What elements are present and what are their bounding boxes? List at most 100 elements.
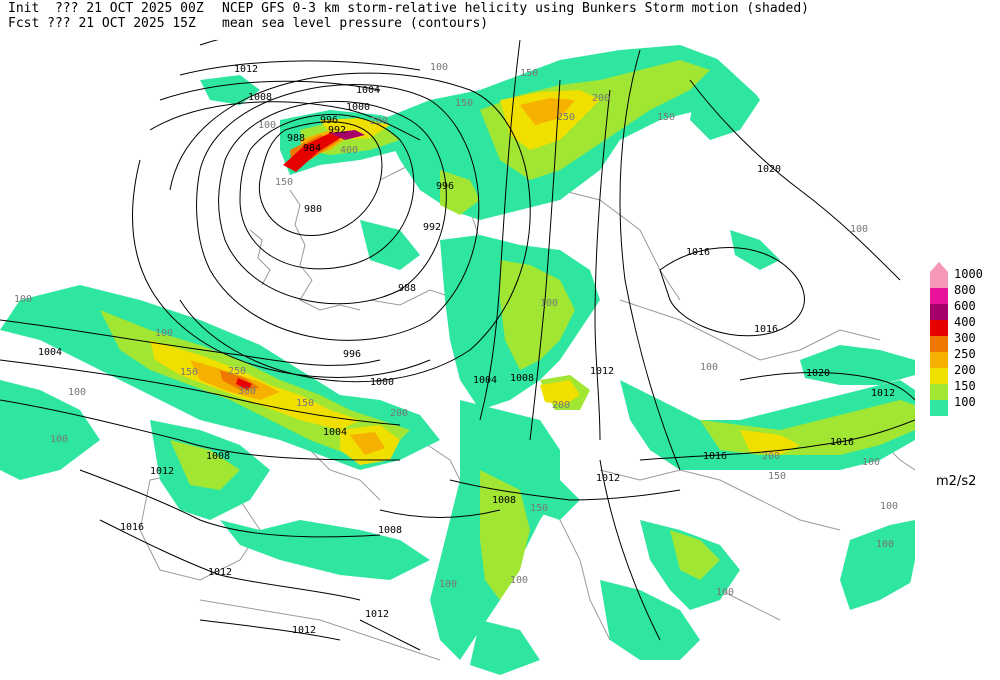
isobar-label: 1008 — [248, 92, 272, 103]
srh-label: 100 — [510, 575, 528, 586]
isobar-label: 1016 — [120, 522, 144, 533]
isobar-label: 1016 — [686, 247, 710, 258]
legend-swatch — [930, 368, 948, 384]
isobar-label: 1016 — [754, 324, 778, 335]
srh-label: 100 — [862, 457, 880, 468]
isobar-label: 1000 — [370, 377, 394, 388]
legend-row: 150 — [930, 380, 1000, 400]
legend-units: m2/s2 — [936, 474, 977, 489]
srh-label: 150 — [455, 98, 473, 109]
legend-swatch — [930, 400, 948, 416]
srh-label: 200 — [592, 93, 610, 104]
isobar-label: 984 — [303, 143, 321, 154]
isobar-label: 1012 — [208, 567, 232, 578]
legend-label: 300 — [954, 331, 976, 345]
srh-label: 200 — [390, 408, 408, 419]
legend-label: 250 — [954, 347, 976, 361]
srh-label: 100 — [850, 224, 868, 235]
isobar-label: 1004 — [356, 85, 380, 96]
srh-label: 150 — [180, 367, 198, 378]
plot-subtitle: mean sea level pressure (contours) — [222, 16, 489, 31]
srh-shading-400 — [236, 133, 345, 390]
isobar-label: 996 — [320, 115, 338, 126]
isobar-label: 1004 — [38, 347, 62, 358]
srh-label: 100 — [876, 539, 894, 550]
isobar-label: 1020 — [757, 164, 781, 175]
srh-label: 100 — [880, 501, 898, 512]
legend-label: 100 — [954, 395, 976, 409]
isobar-label: 988 — [287, 133, 305, 144]
isobar-label: 1008 — [492, 495, 516, 506]
isobar-label: 1012 — [596, 473, 620, 484]
srh-label: 250 — [557, 112, 575, 123]
srh-label: 150 — [520, 68, 538, 79]
srh-label: 100 — [50, 434, 68, 445]
isobar-label: 992 — [328, 125, 346, 136]
legend-swatch — [930, 320, 948, 336]
legend-swatch — [930, 384, 948, 400]
srh-label: 200 — [552, 400, 570, 411]
srh-label: 100 — [430, 62, 448, 73]
legend-label: 200 — [954, 363, 976, 377]
isobar-label: 1012 — [590, 366, 614, 377]
legend-swatch — [930, 352, 948, 368]
isobar-label: 1012 — [292, 625, 316, 636]
legend-swatch — [930, 304, 948, 320]
legend-swatch — [930, 288, 948, 304]
srh-label: 150 — [768, 471, 786, 482]
srh-label: 100 — [155, 328, 173, 339]
legend-label: 150 — [954, 379, 976, 393]
isobar-label: 1012 — [150, 466, 174, 477]
srh-label: 150 — [530, 503, 548, 514]
srh-label: 250 — [228, 366, 246, 377]
legend-row: 1000 — [930, 268, 1000, 288]
isobar-label: 992 — [423, 222, 441, 233]
isobar-label: 1008 — [510, 373, 534, 384]
srh-label: 200 — [370, 116, 388, 127]
isobar-label: 1020 — [806, 368, 830, 379]
legend-row: 400 — [930, 316, 1000, 336]
forecast-time: Fcst ??? 21 OCT 2025 15Z — [8, 16, 196, 31]
srh-label: 400 — [340, 145, 358, 156]
header-line-2: Fcst ??? 21 OCT 2025 15Z mean sea level p… — [8, 16, 488, 31]
legend-overflow-triangle — [930, 262, 948, 272]
srh-labels: 100 100 100 100 150 250 300 150 200 150 … — [14, 62, 898, 598]
srh-label: 100 — [540, 298, 558, 309]
legend-row: 600 — [930, 300, 1000, 320]
legend-label: 400 — [954, 315, 976, 329]
legend-row: 200 — [930, 364, 1000, 384]
srh-label: 300 — [238, 386, 256, 397]
isobar-label: 1016 — [830, 437, 854, 448]
legend-label: 1000 — [954, 267, 983, 281]
legend-row: 100 — [930, 396, 1000, 416]
isobar-label: 1008 — [378, 525, 402, 536]
srh-label: 150 — [657, 112, 675, 123]
srh-label: 100 — [716, 587, 734, 598]
isobar-label: 1012 — [871, 388, 895, 399]
color-legend: 1000 800 600 400 300 250 200 150 100 — [930, 262, 1000, 416]
plot-title: NCEP GFS 0-3 km storm-relative helicity … — [222, 1, 809, 16]
isobar-label: 996 — [343, 349, 361, 360]
isobar-label: 1012 — [234, 64, 258, 75]
isobar-label: 1016 — [703, 451, 727, 462]
srh-label: 150 — [296, 398, 314, 409]
srh-label: 150 — [275, 177, 293, 188]
srh-label: 100 — [14, 294, 32, 305]
init-time: Init ??? 21 OCT 2025 00Z — [8, 1, 204, 16]
isobar-label: 1012 — [365, 609, 389, 620]
map-panel: 1012 1008 1004 1000 996 992 988 984 980 … — [0, 34, 915, 675]
legend-swatch — [930, 336, 948, 352]
isobar-labels: 1012 1008 1004 1000 996 992 988 984 980 … — [38, 64, 895, 636]
isobar-label: 1004 — [323, 427, 347, 438]
isobar-label: 988 — [398, 283, 416, 294]
legend-row: 250 — [930, 348, 1000, 368]
isobar-label: 980 — [304, 204, 322, 215]
srh-label: 200 — [762, 451, 780, 462]
legend-row: 800 — [930, 284, 1000, 304]
srh-label: 100 — [68, 387, 86, 398]
srh-label: 100 — [439, 579, 457, 590]
isobar-label: 996 — [436, 181, 454, 192]
srh-label: 100 — [258, 120, 276, 131]
legend-label: 800 — [954, 283, 976, 297]
legend-swatch — [930, 272, 948, 288]
